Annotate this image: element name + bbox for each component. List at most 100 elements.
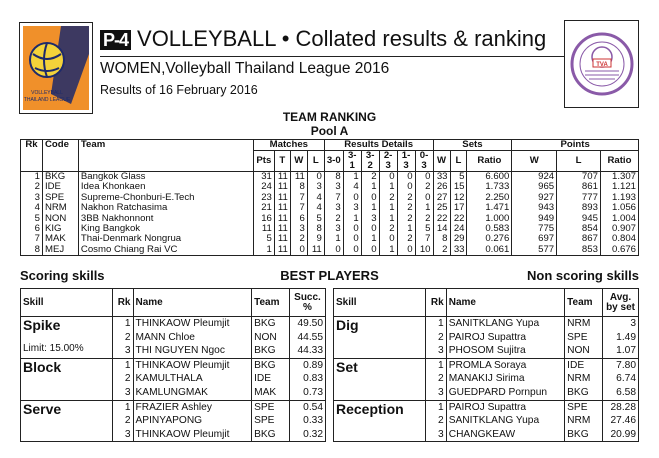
rank: 3	[111, 385, 134, 401]
cell-team: Cosmo Chiang Rai VC	[77, 244, 254, 256]
best-players-title: BEST PLAYERS	[280, 268, 379, 283]
value: 1.07	[602, 344, 639, 359]
cell-w: 949	[511, 213, 558, 225]
table-row: 3 SPE Supreme-Chonburi-E.Tech 23 11 7 4 7 0 0 2 2 0 2…	[20, 192, 640, 204]
skill-cell: Reception	[333, 399, 426, 442]
player-row: 3 THINKAOW Pleumjit BKG 0.32	[21, 427, 326, 442]
player-row: Dig 1 SANITKLANG Yupa NRM 3	[333, 315, 639, 359]
cell-l: 29	[449, 234, 468, 245]
column-header: Succ. %	[289, 288, 326, 317]
column-header: Rk	[20, 139, 43, 172]
cell-3-0: 0	[323, 244, 344, 256]
cell-ratio: 2.250	[466, 192, 513, 204]
value: 49.50	[289, 315, 326, 331]
team: SPE	[251, 414, 291, 428]
cell-l: 11	[306, 244, 325, 256]
value: 0.73	[289, 385, 326, 401]
value: 6.74	[602, 372, 639, 386]
player-name: PAIROJ Supattra	[445, 330, 566, 345]
column-header: Team	[564, 288, 604, 317]
group-header-matches: Matches	[252, 139, 325, 151]
player-row: 2 KAMULTHALA IDE 0.83	[21, 372, 326, 386]
skill-name: Block	[23, 358, 62, 375]
page-title: P-4 VOLLEYBALL • Collated results & ranki…	[100, 26, 546, 52]
cell-l: 3	[306, 181, 325, 193]
cell-3-0: 7	[323, 192, 344, 204]
player-name: KAMULTHALA	[132, 372, 253, 386]
value: 3	[602, 315, 639, 331]
header-row: Pts T W L 3-0 3-1 3-2 2-3 1-3 0-3 W L Ratio W L Ratio	[21, 150, 640, 172]
column-header: 0-3	[414, 150, 434, 172]
team: IDE	[564, 357, 604, 373]
cell-ratio: 1.121	[599, 181, 640, 193]
table-row: 4 NRM Nakhon Ratchasima 21 11 7 4 3 3 1 1 2 1 25 17 1.4…	[20, 202, 640, 214]
cell-w: 924	[511, 171, 558, 183]
svg-text:THAILAND LEAGUE: THAILAND LEAGUE	[24, 97, 71, 103]
table-row: 2 IDE Idea Khonkaen 24 11 8 3 3 4 1 1 0 2 26 15 1.733 96…	[20, 181, 640, 193]
player-name: MANN Chloe	[132, 330, 253, 345]
cell-ratio: 0.583	[466, 223, 513, 235]
tva-logo: TVA	[564, 20, 639, 108]
header-row: Skill Rk Name Team Avg. by set	[333, 288, 639, 317]
cell-l: 17	[449, 202, 468, 214]
rank: 2	[111, 414, 134, 428]
rank: 1	[111, 357, 134, 373]
player-name: THINKAOW Pleumjit	[132, 357, 253, 373]
team: SPE	[251, 399, 291, 415]
rank: 3	[424, 427, 447, 442]
column-header: 3-0	[323, 150, 344, 172]
value: 28.28	[602, 399, 639, 415]
cell-l: 33	[449, 244, 468, 256]
cell-t: 11	[273, 192, 291, 204]
column-header: 3-1	[342, 150, 362, 172]
cell-team: Supreme-Chonburi-E.Tech	[77, 192, 254, 204]
team: SPE	[564, 399, 604, 415]
cell-0-3: 10	[414, 244, 434, 256]
cell-2-3: 1	[378, 244, 398, 256]
team: NON	[251, 330, 291, 345]
cell-pts: 21	[252, 202, 275, 214]
cell-t: 11	[273, 181, 291, 193]
player-name: PROMLA Soraya	[445, 357, 566, 373]
skill-cell: Dig	[333, 316, 426, 359]
cell-1-3: 0	[396, 244, 416, 256]
page-badge: P-4	[100, 30, 132, 50]
cell-pts: 23	[252, 192, 275, 204]
skill-name: Set	[336, 358, 358, 375]
value: 6.58	[602, 385, 639, 401]
team: IDE	[251, 372, 291, 386]
rank: 3	[111, 427, 134, 442]
value: 0.54	[289, 399, 326, 415]
svg-text:TVA: TVA	[596, 62, 608, 68]
player-name: CHANGKEAW	[445, 427, 566, 442]
cell-l: 22	[449, 213, 468, 225]
player-name: MANAKIJ Sirima	[445, 372, 566, 386]
pool-title: Pool A	[310, 124, 349, 138]
cell-ratio: 1.193	[599, 192, 640, 204]
rank: 2	[424, 372, 447, 386]
value: 0.32	[289, 427, 326, 442]
player-name: FRAZIER Ashley	[132, 399, 253, 415]
player-row: 3 CHANGKEAW BKG 20.99	[334, 427, 639, 442]
column-header: W	[289, 150, 308, 172]
player-name: SANITKLANG Yupa	[445, 414, 566, 428]
cell-pts: 16	[252, 213, 275, 225]
column-header: Ratio	[599, 150, 640, 172]
player-name: PAIROJ Supattra	[445, 399, 566, 415]
cell-3-1: 0	[342, 244, 362, 256]
skill-cell: Serve	[20, 399, 113, 442]
column-header: L	[306, 150, 325, 172]
rank: 1	[424, 399, 447, 415]
cell-ratio: 0.276	[466, 234, 513, 245]
player-row: 3 GUEDPARD Pornpun BKG 6.58	[334, 385, 639, 401]
cell-l: 4	[306, 192, 325, 204]
player-row: 2 PAIROJ Supattra SPE 1.49	[334, 330, 639, 345]
cell-3-2: 0	[360, 244, 380, 256]
team: MAK	[251, 385, 291, 401]
player-row: 2 APINYAPONG SPE 0.33	[21, 414, 326, 428]
column-header: 3-2	[360, 150, 380, 172]
cell-team: Idea Khonkaen	[77, 181, 254, 193]
cell-pts: 31	[252, 171, 275, 183]
cell-ratio: 1.000	[466, 213, 513, 225]
value: 44.55	[289, 330, 326, 345]
